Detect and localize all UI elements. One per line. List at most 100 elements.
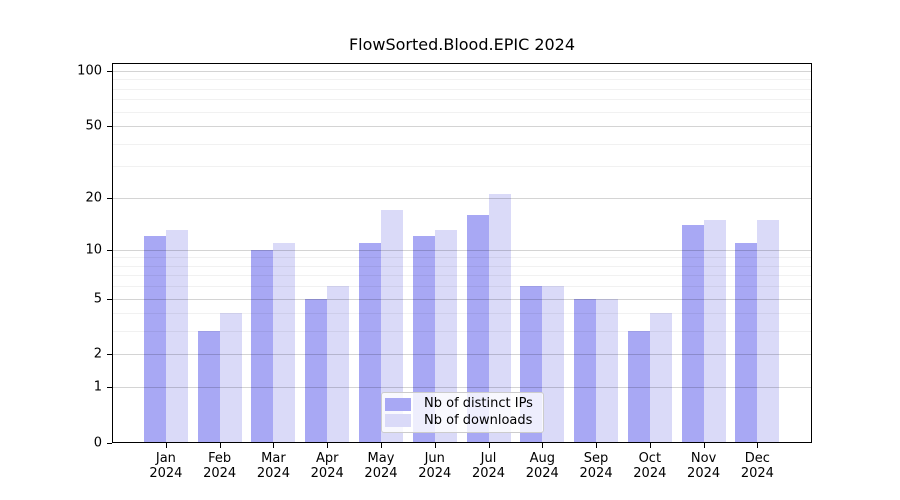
x-tick-nov [703,443,705,448]
bar-downloads-jul [488,193,511,443]
gridline-80 [112,88,812,90]
gridline-7 [112,275,812,277]
x-label-month: May [367,451,395,466]
x-label-nov: Nov 2024 [687,451,720,481]
y-tick-1 [107,387,112,389]
x-label-year: 2024 [471,466,506,481]
y-tick-2 [107,354,112,356]
x-label-month: Oct [638,451,662,466]
x-label-month: Jan [155,451,176,466]
x-label-year: 2024 [418,466,452,481]
legend-entry-downloads: Nb of downloads [385,413,539,430]
x-tick-dec [757,443,759,448]
y-tick-10 [107,249,112,251]
chart-title: FlowSorted.Blood.EPIC 2024 [348,35,576,54]
x-label-month: Sep [583,451,609,466]
x-label-year: 2024 [203,466,237,481]
gridline-100 [112,70,812,72]
gridline-20 [112,197,812,199]
legend-label-ips: Nb of distinct IPs [424,396,533,412]
gridline-3 [112,331,812,333]
x-tick-apr [327,443,329,448]
gridline-9 [112,257,812,259]
x-label-jun: Jun 2024 [418,451,451,481]
gridline-10 [112,249,812,251]
x-label-month: Mar [261,451,286,466]
bar-downloads-aug [542,286,565,443]
bar-ips-sep [574,298,597,443]
x-tick-feb [219,443,221,448]
y-tick-50 [107,126,112,128]
bar-downloads-may [380,210,403,443]
x-label-year: 2024 [310,466,344,481]
x-label-jan: Jan 2024 [149,451,182,481]
y-tick-label-2: 2 [93,346,102,362]
x-label-month: Dec [744,451,770,466]
bar-ips-jan [143,236,166,443]
x-label-oct: Oct 2024 [633,451,666,481]
x-label-feb: Feb 2024 [203,451,236,481]
x-tick-mar [273,443,275,448]
bar-ips-may [358,242,381,443]
x-label-year: 2024 [256,466,290,481]
bar-ips-jul [466,214,489,443]
bar-downloads-jun [434,230,457,443]
gridline-70 [112,99,812,101]
bar-downloads-oct [649,313,672,443]
gridline-30 [112,166,812,168]
bar-ips-mar [251,249,274,443]
gridline-8 [112,265,812,267]
bar-ips-dec [735,242,758,443]
legend-swatch-ips [385,397,411,411]
x-label-month: Jun [424,451,445,466]
gridline-2 [112,354,812,356]
y-tick-label-0: 0 [93,435,102,451]
bar-ips-feb [197,331,220,443]
x-label-month: Nov [690,451,717,466]
y-tick-5 [107,298,112,300]
gridline-6 [112,286,812,288]
bar-ips-jun [412,236,435,443]
y-tick-label-5: 5 [93,291,102,307]
x-tick-sep [596,443,598,448]
gridlines-layer [112,63,812,443]
bar-downloads-nov [703,219,726,443]
legend-swatch-downloads [385,414,411,428]
y-tick-label-20: 20 [85,190,102,206]
bar-downloads-apr [327,286,350,443]
x-label-mar: Mar 2024 [257,451,290,481]
x-label-month: Apr [315,451,339,466]
gridline-40 [112,143,812,145]
gridline-1 [112,387,812,389]
gridline-60 [112,111,812,113]
gridline-4 [112,313,812,315]
x-label-dec: Dec 2024 [741,451,774,481]
bar-downloads-sep [596,298,619,443]
bar-downloads-mar [273,242,296,443]
bars-layer [112,63,812,443]
bar-downloads-dec [757,219,780,443]
x-label-month: Jul [480,451,497,466]
x-label-year: 2024 [579,466,613,481]
legend: Nb of distinct IPs Nb of downloads [381,392,544,433]
x-tick-jun [434,443,436,448]
x-tick-jul [488,443,490,448]
y-tick-label-10: 10 [85,242,102,258]
y-tick-label-50: 50 [85,118,102,134]
gridline-5 [112,298,812,300]
y-tick-100 [107,70,112,72]
plot-area: Nb of distinct IPs Nb of downloads [112,63,812,443]
x-tick-aug [542,443,544,448]
x-label-year: 2024 [740,466,774,481]
x-label-month: Feb [208,451,232,466]
x-tick-may [380,443,382,448]
y-tick-label-100: 100 [77,63,102,79]
bar-ips-apr [305,298,328,443]
y-tick-0 [107,443,112,444]
legend-entry-ips: Nb of distinct IPs [385,396,539,413]
bar-downloads-jan [165,230,188,443]
bar-downloads-feb [219,313,242,443]
x-label-apr: Apr 2024 [311,451,344,481]
y-tick-label-1: 1 [93,379,102,395]
